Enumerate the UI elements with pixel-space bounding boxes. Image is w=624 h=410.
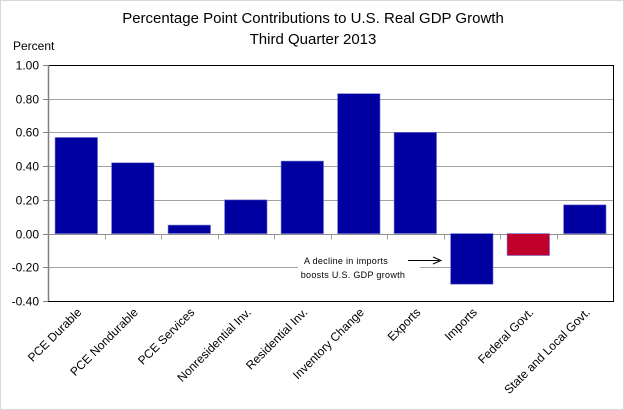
- x-tick-label: Imports: [442, 305, 480, 343]
- y-tick-label: 0.40: [16, 160, 40, 174]
- y-tick-label: -0.20: [12, 261, 40, 275]
- bar: [337, 93, 381, 234]
- y-tick-label: 0.60: [16, 126, 40, 140]
- x-tick-label: Federal Govt.: [475, 305, 536, 366]
- bar: [167, 224, 211, 234]
- chart-subtitle: Third Quarter 2013: [249, 31, 377, 48]
- annotation-background: [298, 253, 420, 283]
- chart-title: Percentage Point Contributions to U.S. R…: [122, 10, 504, 27]
- bar: [563, 204, 607, 234]
- x-tick-label: PCE Durable: [25, 305, 85, 365]
- y-tick-label: 0.80: [16, 93, 40, 107]
- bar: [393, 132, 437, 234]
- bar: [54, 137, 98, 234]
- bar: [224, 199, 268, 234]
- y-tick-label: 1.00: [16, 59, 40, 73]
- x-tick-label: Exports: [385, 305, 424, 344]
- bar: [111, 162, 155, 234]
- y-tick-label: 0.20: [16, 194, 40, 208]
- bar: [280, 160, 324, 234]
- y-tick-label: 0.00: [16, 228, 40, 242]
- annotation-text: A decline in imports: [304, 256, 388, 266]
- annotation-text: boosts U.S. GDP growth: [301, 270, 405, 280]
- annotation-arrow-head-icon: [432, 256, 443, 265]
- x-tick-label: PCE Services: [135, 305, 197, 367]
- y-axis-label: Percent: [13, 39, 55, 53]
- y-tick-label: -0.40: [12, 295, 40, 309]
- bar: [506, 233, 550, 256]
- bar: [450, 233, 494, 285]
